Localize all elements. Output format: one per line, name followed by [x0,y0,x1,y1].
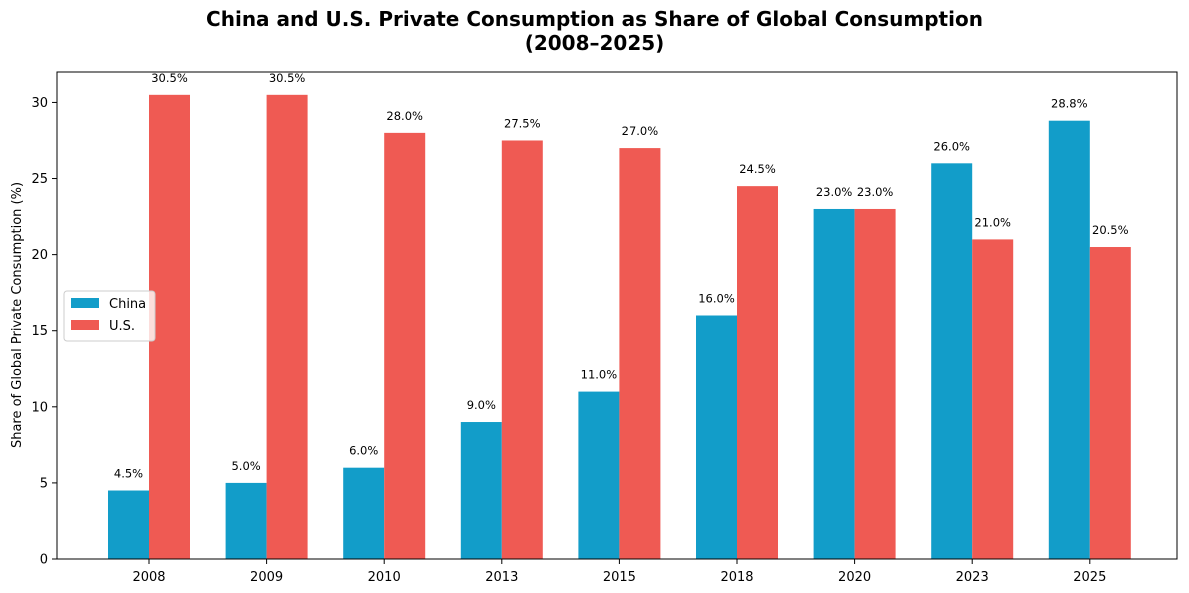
x-tick-label-2025: 2025 [1073,570,1106,585]
x-tick-label-2008: 2008 [132,570,165,585]
bar-label-us-2009: 30.5% [269,71,306,85]
bar-label-us-2013: 27.5% [504,116,541,130]
x-tick-label-2020: 2020 [838,570,871,585]
legend-swatch-china [71,298,99,308]
y-tick-label-20: 20 [31,248,48,263]
bar-label-china-2023: 26.0% [933,139,970,153]
y-axis: 0 5 10 15 20 25 30 [31,96,57,568]
bar-label-china-2018: 16.0% [698,292,735,306]
bar-china-2010 [343,467,385,559]
bar-label-china-2013: 9.0% [467,398,496,412]
bar-label-us-2023: 21.0% [974,215,1011,229]
x-tick-label-2023: 2023 [956,570,989,585]
y-tick-label-25: 25 [31,172,48,187]
bar-label-china-2008: 4.5% [114,467,143,481]
bar-us-2008 [149,94,190,559]
bar-label-china-2009: 5.0% [231,459,260,473]
chart-title-line-2: (2008–2025) [524,31,665,55]
x-tick-label-2010: 2010 [368,570,401,585]
y-axis-label: Share of Global Private Consumption (%) [10,182,25,448]
bar-us-2013 [501,140,543,559]
bar-label-china-2020: 23.0% [816,185,853,199]
bar-label-china-2025: 28.8% [1051,97,1088,111]
plot-frame [56,71,1178,560]
bar-china-2015 [578,391,620,559]
bar-us-2009 [266,94,308,559]
bar-us-2015 [619,148,661,559]
bar-china-2023 [931,163,973,559]
y-tick-label-10: 10 [31,400,48,415]
bar-label-us-2015: 27.0% [622,124,659,138]
legend-label-china: China [109,297,146,312]
bar-label-us-2025: 20.5% [1092,223,1129,237]
bar-china-2018 [696,315,737,559]
bar-china-2009 [225,482,267,559]
x-tick-label-2009: 2009 [250,570,283,585]
x-tick-label-2013: 2013 [485,570,518,585]
bar-label-us-2020: 23.0% [857,185,894,199]
legend: China U.S. [63,290,156,342]
bar-label-us-2008: 30.5% [151,71,188,85]
bar-china-2008 [108,490,149,559]
bar-china-2025 [1048,120,1090,559]
bar-us-2023 [972,239,1014,559]
y-tick-label-0: 0 [40,553,48,568]
bar-label-us-2010: 28.0% [386,109,423,123]
bar-label-china-2015: 11.0% [581,368,618,382]
bar-us-2010 [384,132,426,559]
bar-us-2018 [737,186,778,559]
bars-layer [108,94,1131,559]
bar-value-labels: 4.5% 30.5% 5.0% 30.5% 6.0% 28.0% 9.0% 27.5% 11.0… [114,71,1129,481]
bar-label-china-2010: 6.0% [349,444,378,458]
x-tick-label-2015: 2015 [603,570,636,585]
y-tick-label-5: 5 [40,476,48,491]
legend-swatch-us [71,320,99,330]
y-tick-label-15: 15 [31,324,48,339]
bar-us-2020 [854,208,896,559]
x-axis: 2008 2009 2010 2013 2015 2018 2020 2023 2025 [132,559,1106,585]
bar-china-2013 [460,422,502,559]
bar-china-2020 [813,208,855,559]
legend-label-us: U.S. [109,319,135,334]
chart-title-line-1: China and U.S. Private Consumption as Sh… [206,7,983,31]
bar-us-2025 [1089,247,1131,559]
y-tick-label-30: 30 [31,96,48,111]
bar-label-us-2018: 24.5% [739,162,776,176]
x-tick-label-2018: 2018 [720,570,753,585]
